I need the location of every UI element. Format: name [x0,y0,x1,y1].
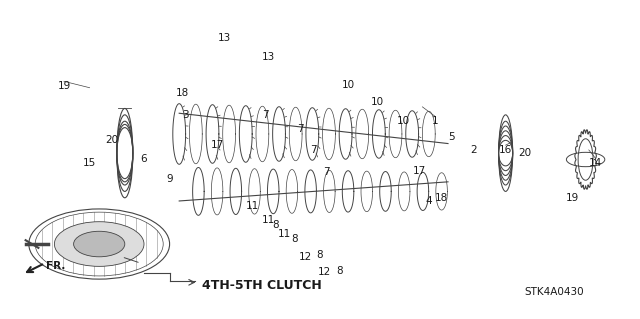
Text: 8: 8 [272,220,278,230]
Text: 17: 17 [211,140,224,150]
Ellipse shape [74,231,125,257]
Text: STK4A0430: STK4A0430 [525,287,584,297]
Text: 12: 12 [299,252,312,262]
Text: 1: 1 [432,116,438,126]
Text: 10: 10 [342,79,355,90]
Text: 8: 8 [291,234,298,244]
Text: 7: 7 [323,167,330,177]
Text: 13: 13 [262,52,275,63]
Text: 19: 19 [58,81,70,91]
Text: 2: 2 [470,145,477,155]
Text: 19: 19 [566,193,579,203]
Text: 20: 20 [518,148,531,158]
Text: 14: 14 [589,158,602,168]
Text: 11: 11 [246,201,259,211]
Text: FR.: FR. [46,261,65,271]
Text: 6: 6 [141,154,147,165]
Text: 11: 11 [262,215,275,225]
Text: 9: 9 [166,174,173,184]
Text: 8: 8 [317,250,323,260]
Text: 10: 10 [397,116,410,126]
Text: 16: 16 [499,145,512,155]
Text: 10: 10 [371,97,384,107]
Text: 7: 7 [298,124,304,134]
Text: 12: 12 [318,267,331,277]
Text: 7: 7 [310,145,317,155]
Text: 15: 15 [83,158,96,168]
Text: 8: 8 [336,266,342,276]
Text: 11: 11 [278,229,291,240]
Text: 7: 7 [262,110,269,120]
Text: 13: 13 [218,33,230,43]
Text: 17: 17 [413,166,426,176]
Text: 20: 20 [106,135,118,145]
Text: 18: 18 [176,87,189,98]
Text: 3: 3 [182,110,189,120]
Text: 18: 18 [435,193,448,203]
Text: 4TH-5TH CLUTCH: 4TH-5TH CLUTCH [202,279,321,292]
Text: 5: 5 [448,132,454,142]
Ellipse shape [54,222,144,266]
Text: 4: 4 [426,196,432,206]
